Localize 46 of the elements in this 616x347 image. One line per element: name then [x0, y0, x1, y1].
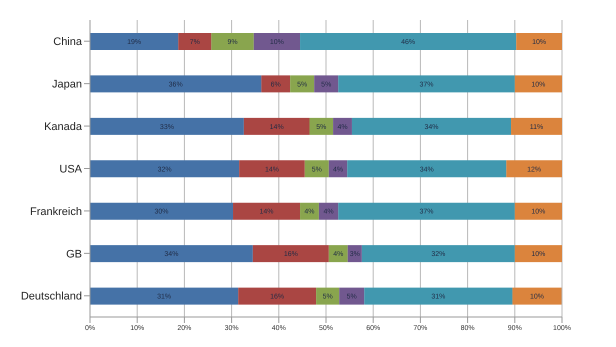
bar [347, 160, 506, 178]
bar [300, 33, 516, 50]
bar [211, 33, 254, 50]
bar [514, 75, 562, 92]
bar [290, 75, 314, 92]
bar [252, 245, 329, 262]
bar [364, 288, 512, 305]
y-tick-label: China [53, 36, 83, 48]
bar [244, 118, 310, 135]
bar [511, 118, 562, 135]
bar [362, 245, 515, 262]
bar [239, 160, 305, 178]
bar [309, 118, 334, 135]
bar [506, 160, 562, 178]
y-tick-label: GB [66, 248, 82, 260]
bar [516, 33, 562, 50]
bar [304, 160, 329, 178]
bar [512, 288, 562, 305]
bar [90, 202, 234, 220]
bar [178, 33, 212, 50]
y-tick-label: USA [59, 163, 83, 176]
y-tick-label: Frankreich [30, 206, 82, 218]
bar [254, 33, 300, 50]
bar [338, 202, 515, 220]
bar [90, 33, 178, 50]
bar [338, 75, 515, 92]
bar [352, 118, 512, 135]
bar [300, 202, 319, 220]
y-tick-label: Japan [52, 78, 82, 91]
bar [261, 75, 290, 92]
bar [316, 288, 340, 305]
bar [318, 202, 338, 220]
bar [90, 118, 244, 135]
y-tick-label: Kanada [44, 120, 83, 133]
bar [90, 160, 240, 178]
bar [339, 288, 364, 305]
bar [90, 75, 262, 92]
bar [314, 75, 338, 92]
bar [333, 118, 352, 135]
bar [90, 245, 253, 262]
bar [233, 202, 300, 220]
bar [238, 288, 316, 305]
bar [514, 202, 562, 220]
bar [90, 288, 238, 305]
y-tick-label: Deutschland [20, 290, 82, 303]
bar [514, 245, 562, 262]
